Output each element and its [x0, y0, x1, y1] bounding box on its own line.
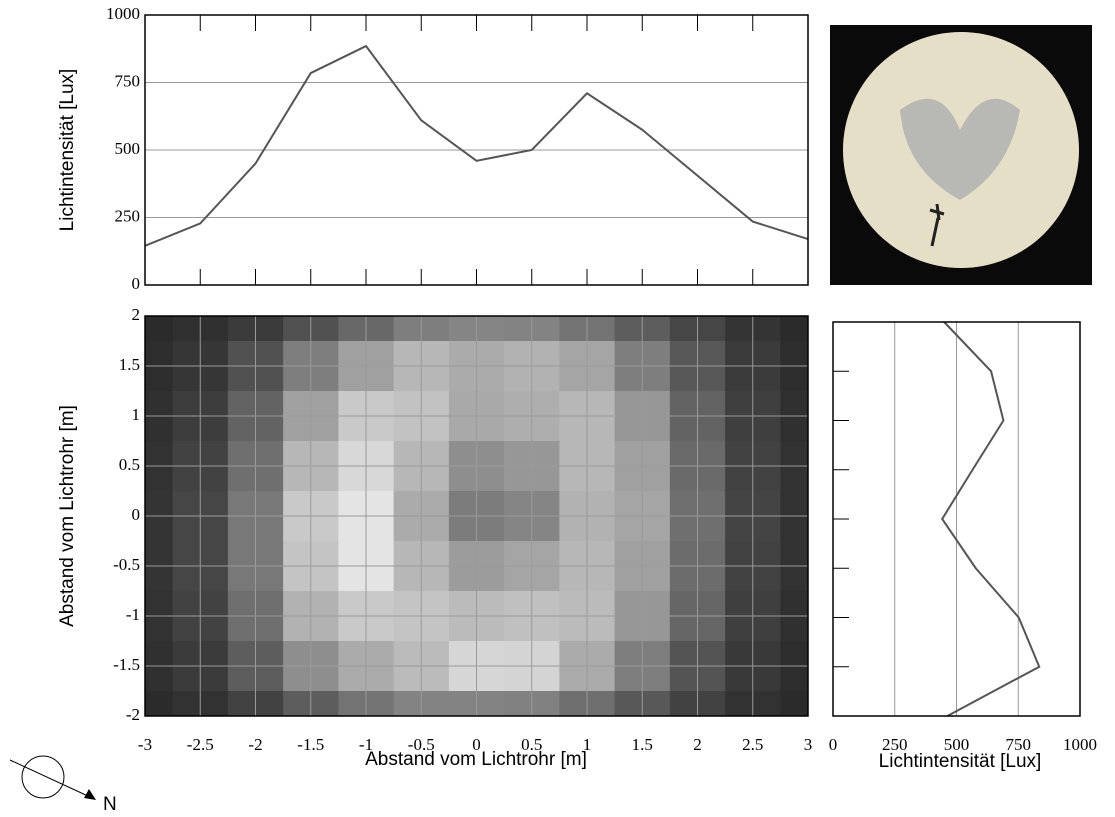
x-tick-label: -1.5: [297, 735, 324, 754]
x-tick-label: -1: [359, 735, 373, 754]
y-tick-label: -0.5: [113, 555, 140, 574]
x-tick-label: 0.5: [521, 735, 542, 754]
heatmap-cell: [780, 316, 808, 342]
x-tick-label: -2.5: [187, 735, 214, 754]
x-tick-label: -0.5: [408, 735, 435, 754]
x-tick-label: -2: [248, 735, 262, 754]
x-axis-title: Lichtintensität [Lux]: [879, 751, 1042, 772]
x-tick-label: 750: [1006, 735, 1032, 754]
y-tick-label: 500: [115, 139, 141, 158]
y-tick-label: 750: [115, 71, 141, 90]
x-tick-label: 0: [472, 735, 481, 754]
y-axis-title: Abstand vom Lichtrohr [m]: [57, 405, 78, 627]
x-tick-label: 0: [829, 735, 838, 754]
y-tick-label: 0: [132, 274, 141, 293]
photo-object: [929, 203, 945, 247]
x-tick-label: 1: [583, 735, 592, 754]
data-line: [144, 44, 809, 247]
x-axis-title: Abstand vom Lichtrohr [m]: [365, 749, 587, 770]
x-tick-label: 2.5: [742, 735, 763, 754]
y-tick-label: -1.5: [113, 655, 140, 674]
x-tick-label: 3: [804, 735, 813, 754]
y-tick-label: 250: [115, 206, 141, 225]
y-tick-label: 1000: [106, 4, 140, 23]
y-tick-label: 0.5: [119, 455, 140, 474]
compass-arrowhead: [84, 789, 96, 800]
photo-shade: [900, 98, 1020, 200]
compass-circle: [21, 755, 65, 799]
data-line: [940, 321, 1041, 717]
x-tick-label: 250: [882, 735, 908, 754]
compass-arrow: [9, 759, 91, 798]
y-tick-label: -2: [126, 705, 140, 724]
heatmap-cell: [780, 691, 808, 716]
plot-frame: [144, 315, 809, 717]
x-tick-label: -3: [138, 735, 152, 754]
y-axis-title: Lichtintensität [Lux]: [57, 69, 78, 232]
x-tick-label: 1.5: [632, 735, 653, 754]
y-tick-label: 0: [132, 505, 141, 524]
compass-label: N: [103, 794, 117, 815]
x-tick-label: 1000: [1063, 735, 1097, 754]
x-tick-label: 2: [693, 735, 702, 754]
plot-frame: [144, 14, 809, 286]
x-tick-label: 500: [944, 735, 970, 754]
y-tick-label: -1: [126, 605, 140, 624]
y-tick-label: 1: [132, 405, 141, 424]
y-tick-label: 2: [132, 305, 141, 324]
heatmap-cell: [145, 316, 174, 342]
heatmap-cell: [145, 691, 174, 716]
y-tick-label: 1.5: [119, 355, 140, 374]
plot-frame: [832, 321, 1081, 717]
